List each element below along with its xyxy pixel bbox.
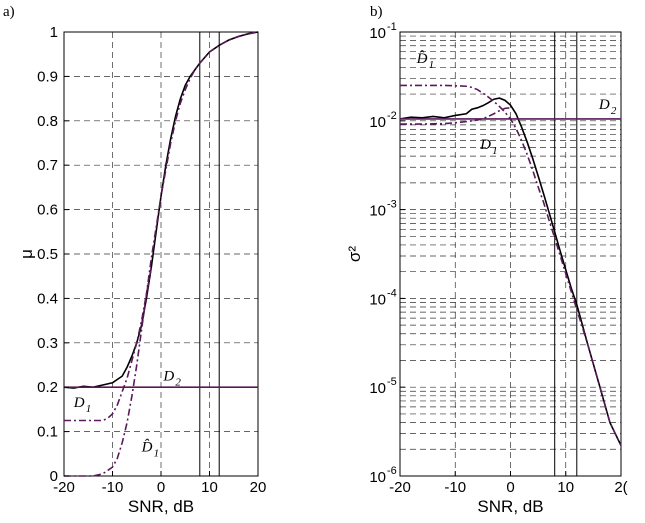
y-tick-exponent: -2 bbox=[387, 110, 397, 122]
curve-label: D bbox=[162, 369, 174, 385]
y-tick-label: 10 bbox=[369, 25, 386, 42]
panel-label: b) bbox=[370, 4, 383, 20]
y-tick-label: 10 bbox=[369, 469, 386, 486]
curve-label: D̂ bbox=[416, 50, 428, 66]
y-tick-label: 0.2 bbox=[37, 379, 58, 396]
y-tick-exponent: -4 bbox=[387, 287, 397, 299]
x-tick-label: -20 bbox=[53, 479, 75, 496]
x-tick-label: -10 bbox=[102, 479, 124, 496]
y-tick-label: 0.4 bbox=[37, 290, 58, 307]
x-tick-label: 0 bbox=[157, 479, 165, 496]
y-tick-label: 10 bbox=[369, 203, 386, 220]
x-tick-label: 0 bbox=[506, 479, 514, 496]
curve-label-subscript: 2 bbox=[611, 105, 617, 117]
y-tick-label: 0 bbox=[50, 468, 58, 485]
panel-label: a) bbox=[3, 4, 15, 20]
series-line-1 bbox=[64, 31, 259, 477]
y-tick-label: 0.5 bbox=[37, 246, 58, 263]
y-tick-label: 0.7 bbox=[37, 157, 58, 174]
y-tick-label: 0.3 bbox=[37, 335, 58, 352]
y-axis-label: μ bbox=[17, 249, 36, 259]
y-tick-label: 10 bbox=[369, 114, 386, 131]
curve-label-subscript: 1 bbox=[86, 403, 92, 415]
curve-label-subscript: 1 bbox=[154, 448, 160, 460]
y-tick-exponent: -5 bbox=[387, 376, 397, 388]
y-tick-label: 0.8 bbox=[37, 113, 58, 130]
curve-label-subscript: 2 bbox=[175, 377, 181, 389]
curve-label: D bbox=[73, 395, 85, 411]
panel-b-chart: -20 -10 0 10 2(10-610-510-410-310-210 -1SNR, … bbox=[345, 4, 628, 516]
y-tick-label: 0.1 bbox=[37, 424, 58, 441]
y-tick-exponent: -3 bbox=[387, 199, 397, 211]
x-axis-label: SNR, dB bbox=[128, 497, 194, 516]
x-tick-label: -10 bbox=[444, 479, 466, 496]
x-tick-label: 10 bbox=[557, 479, 574, 496]
y-axis-label: σ² bbox=[345, 246, 364, 262]
y-tick-exponent: -1 bbox=[387, 21, 397, 33]
x-tick-label: 10 bbox=[201, 479, 218, 496]
y-tick-label: 10 bbox=[369, 380, 386, 397]
x-tick-label: 20 bbox=[250, 479, 267, 496]
panel-a-chart: -20 -10 0 10 20 0 0.1 0.2 0.3 0.4 0.5 0.6 0.7 0.8 0.9 1… bbox=[3, 4, 266, 516]
curve-label: D bbox=[479, 137, 491, 153]
y-tick-exponent: -6 bbox=[387, 465, 397, 477]
y-tick-label: 0.9 bbox=[37, 68, 58, 85]
curve-label: D̂ bbox=[141, 439, 153, 455]
x-tick-label: 2( bbox=[614, 479, 627, 496]
x-tick-label: -20 bbox=[389, 479, 411, 496]
y-tick-label: 0.6 bbox=[37, 202, 58, 219]
curve-label-subscript: 1 bbox=[429, 59, 435, 71]
curve-label: D bbox=[598, 97, 610, 113]
x-axis-label: SNR, dB bbox=[477, 497, 543, 516]
curve-label-subscript: 1 bbox=[492, 145, 498, 157]
y-tick-label: 10 bbox=[369, 291, 386, 308]
y-tick-label: 1 bbox=[50, 24, 58, 41]
series-line-2 bbox=[64, 267, 153, 422]
series-line-0 bbox=[399, 97, 622, 446]
